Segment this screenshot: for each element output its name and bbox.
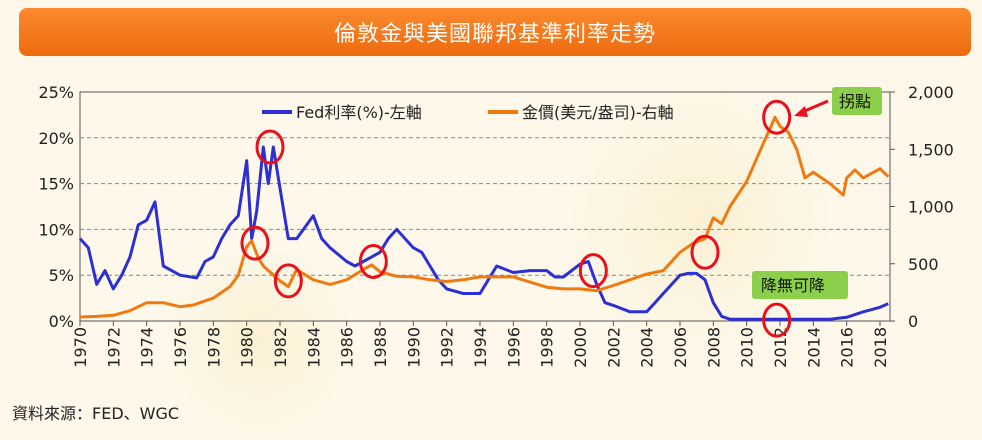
x-tick-label: 1998 [538, 327, 557, 368]
x-tick-label: 2018 [871, 327, 890, 368]
y-left-tick-label: 25% [38, 83, 74, 102]
highlight-circle [690, 234, 720, 270]
y-left-tick-label: 10% [38, 220, 74, 239]
highlight-circle [273, 263, 303, 299]
note-box-2 [752, 271, 848, 299]
note-turning-point: 拐點 [839, 92, 871, 111]
highlight-circles [240, 99, 792, 338]
x-tick-label: 2002 [604, 327, 623, 368]
fed-rate-line [78, 145, 889, 321]
x-tick-label: 2008 [704, 327, 723, 368]
x-tick-label: 1992 [438, 327, 457, 368]
highlight-circle [762, 99, 792, 135]
highlight-circle [762, 302, 792, 338]
y-right-tick-label: 2,000 [908, 83, 954, 102]
x-tick-label: 1990 [404, 327, 423, 368]
x-tick-label: 2010 [738, 327, 757, 368]
highlight-circle [255, 129, 285, 165]
chart-title: 倫敦金與美國聯邦基準利率走勢 [333, 22, 656, 47]
x-tick-label: 1980 [238, 327, 257, 368]
y-left-tick-label: 5% [49, 266, 74, 285]
y-right-tick-label: 1,500 [908, 140, 954, 159]
x-tick-label: 1978 [204, 327, 223, 368]
note-box [832, 87, 882, 115]
y-left-tick-label: 0% [49, 312, 74, 331]
x-tick-label: 2006 [671, 327, 690, 368]
x-tick-label: 1970 [71, 327, 90, 368]
x-tick-label: 2012 [771, 327, 790, 368]
x-tick-label: 2000 [571, 327, 590, 368]
source-note: 資料來源：FED、WGC [12, 404, 180, 423]
legend: Fed利率(%)-左軸 金價(美元/盎司)-右軸 [262, 103, 674, 122]
x-tick-label: 1974 [138, 327, 157, 368]
x-tick-label: 1972 [104, 327, 123, 368]
turning-point-note: 拐點 [794, 87, 882, 117]
x-tick-label: 1994 [471, 327, 490, 368]
y-right-tick-label: 1,000 [908, 198, 954, 217]
x-tick-label: 2014 [804, 327, 823, 368]
chart-title-banner: 倫敦金與美國聯邦基準利率走勢 [19, 8, 971, 56]
x-tick-label: 1986 [338, 327, 357, 368]
note-no-rate: 降無可降 [761, 276, 825, 295]
x-tick-label: 2004 [638, 327, 657, 368]
y-right-tick-label: 0 [908, 312, 918, 331]
no-rate-note: 降無可降 [752, 271, 848, 299]
y-axis-left: 0% 5% 10% 15% 20% 25% [38, 83, 74, 331]
x-tick-label: 1984 [304, 327, 323, 368]
x-tick-label: 1982 [271, 327, 290, 368]
x-tick-label: 1988 [371, 327, 390, 368]
x-axis: 1970 1972 1974 1976 1978 1980 1982 1984 1986 1988… [71, 321, 890, 368]
highlight-circle [578, 253, 608, 289]
highlight-circle [358, 243, 388, 279]
x-tick-label: 1996 [504, 327, 523, 368]
x-tick-label: 1976 [171, 327, 190, 368]
legend-gold-label: 金價(美元/盎司)-右軸 [522, 103, 674, 122]
y-right-tick-label: 500 [908, 255, 939, 274]
y-left-tick-label: 20% [38, 129, 74, 148]
dual-axis-line-chart: 0% 5% 10% 15% 20% 25% 0 500 1,000 1,500 2,000 197… [38, 83, 954, 368]
y-axis-right: 0 500 1,000 1,500 2,000 [890, 83, 954, 331]
note-arrowhead [794, 106, 808, 117]
watermark-swirl [560, 80, 840, 360]
highlight-circle [240, 225, 270, 261]
y-left-tick-label: 15% [38, 175, 74, 194]
watermark-swirl-2 [160, 240, 360, 440]
legend-fed-label: Fed利率(%)-左軸 [296, 103, 422, 122]
x-tick-label: 2016 [838, 327, 857, 368]
